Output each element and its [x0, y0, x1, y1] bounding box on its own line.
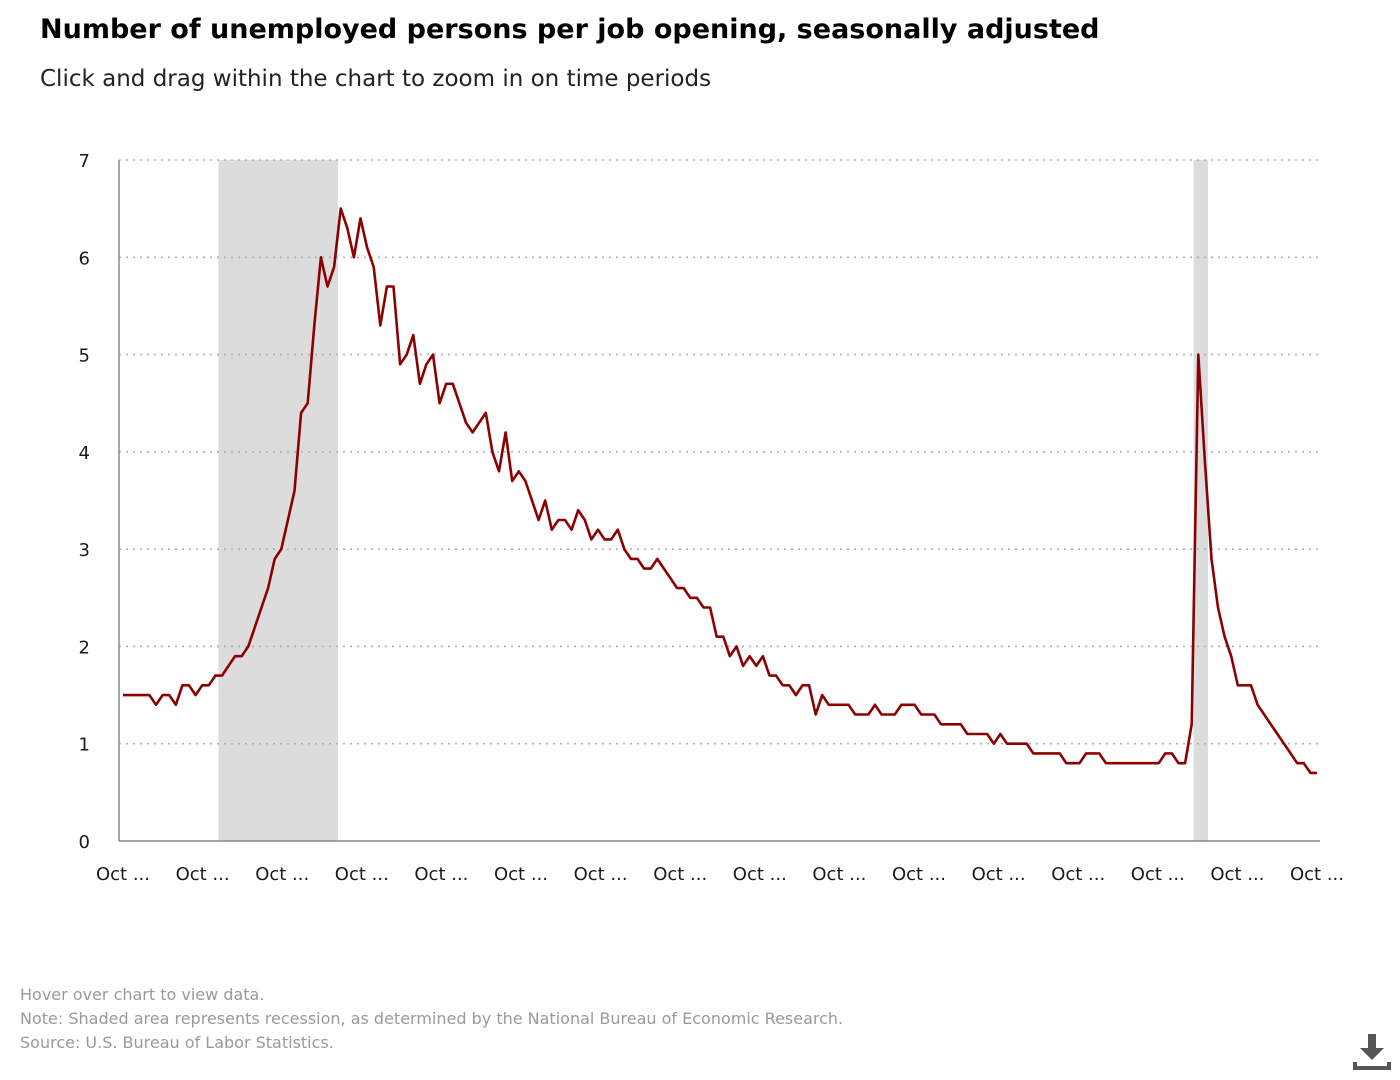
recession-band-2 [1193, 160, 1208, 841]
x-tick-label: Oct ... [96, 864, 150, 885]
x-tick-label: Oct ... [653, 864, 707, 885]
x-tick-label: Oct ... [812, 864, 866, 885]
recession-band-1 [218, 160, 338, 841]
x-tick-label: Oct ... [1131, 864, 1185, 885]
axes [118, 160, 1320, 842]
source-note: Source: U.S. Bureau of Labor Statistics. [20, 1033, 334, 1052]
y-tick-label: 5 [79, 346, 90, 367]
download-button[interactable] [1352, 1030, 1392, 1074]
series-layer[interactable] [123, 207, 1317, 775]
y-tick-label: 1 [79, 735, 90, 756]
x-tick-label: Oct ... [1051, 864, 1105, 885]
y-tick-label: 7 [79, 151, 90, 172]
y-tick-label: 0 [79, 832, 90, 853]
x-tick-label: Oct ... [892, 864, 946, 885]
x-tick-label: Oct ... [494, 864, 548, 885]
hover-hint: Hover over chart to view data. [20, 985, 265, 1004]
x-tick-label: Oct ... [1210, 864, 1264, 885]
x-tick-label: Oct ... [1290, 864, 1344, 885]
y-tick-label: 3 [79, 540, 90, 561]
recession-shading-layer [218, 160, 1208, 841]
x-tick-labels: Oct ... Oct ... Oct ... Oct ... Oct ... Oct .… [96, 864, 1344, 885]
y-tick-label: 6 [79, 248, 90, 269]
x-tick-label: Oct ... [176, 864, 230, 885]
y-tick-labels: 0 1 2 3 4 5 6 7 [79, 151, 90, 853]
chart-footnotes: Hover over chart to view data. Note: Sha… [20, 983, 843, 1055]
x-tick-label: Oct ... [335, 864, 389, 885]
x-tick-label: Oct ... [972, 864, 1026, 885]
x-tick-label: Oct ... [574, 864, 628, 885]
chart-subtitle: Click and drag within the chart to zoom … [40, 66, 712, 92]
x-tick-label: Oct ... [255, 864, 309, 885]
download-icon [1353, 1034, 1391, 1070]
y-tick-label: 4 [79, 443, 90, 464]
recession-note: Note: Shaded area represents recession, … [20, 1009, 844, 1028]
x-tick-label: Oct ... [414, 864, 468, 885]
y-tick-label: 2 [79, 637, 90, 658]
chart-title: Number of unemployed persons per job ope… [40, 14, 1100, 45]
x-tick-label: Oct ... [733, 864, 787, 885]
series-line-1[interactable] [123, 207, 1317, 775]
